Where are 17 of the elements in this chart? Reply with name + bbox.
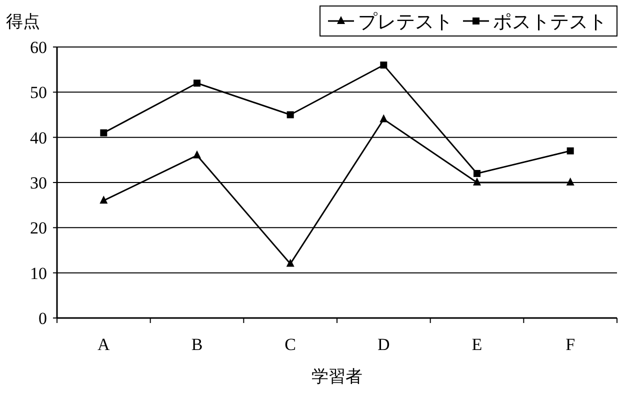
x-tick-label: C xyxy=(284,335,296,354)
y-tick-label: 10 xyxy=(30,264,47,283)
legend-label: プレテスト xyxy=(358,12,453,33)
y-tick-label: 40 xyxy=(30,128,47,148)
legend-label: ポストテスト xyxy=(493,12,607,33)
y-tick-label: 30 xyxy=(30,174,47,192)
y-tick-label: 50 xyxy=(30,83,47,102)
y-axis-title: 得点 xyxy=(6,12,40,31)
y-tick-label: 60 xyxy=(30,38,47,57)
y-tick-label: 20 xyxy=(30,218,47,238)
x-tick-label: A xyxy=(98,335,111,354)
x-tick-label: D xyxy=(378,335,390,354)
x-tick-label: B xyxy=(191,335,203,354)
x-tick-label: F xyxy=(566,335,576,354)
x-tick-label: E xyxy=(472,335,482,354)
y-tick-label: 0 xyxy=(38,309,47,328)
x-axis-title: 学習者 xyxy=(312,367,362,386)
